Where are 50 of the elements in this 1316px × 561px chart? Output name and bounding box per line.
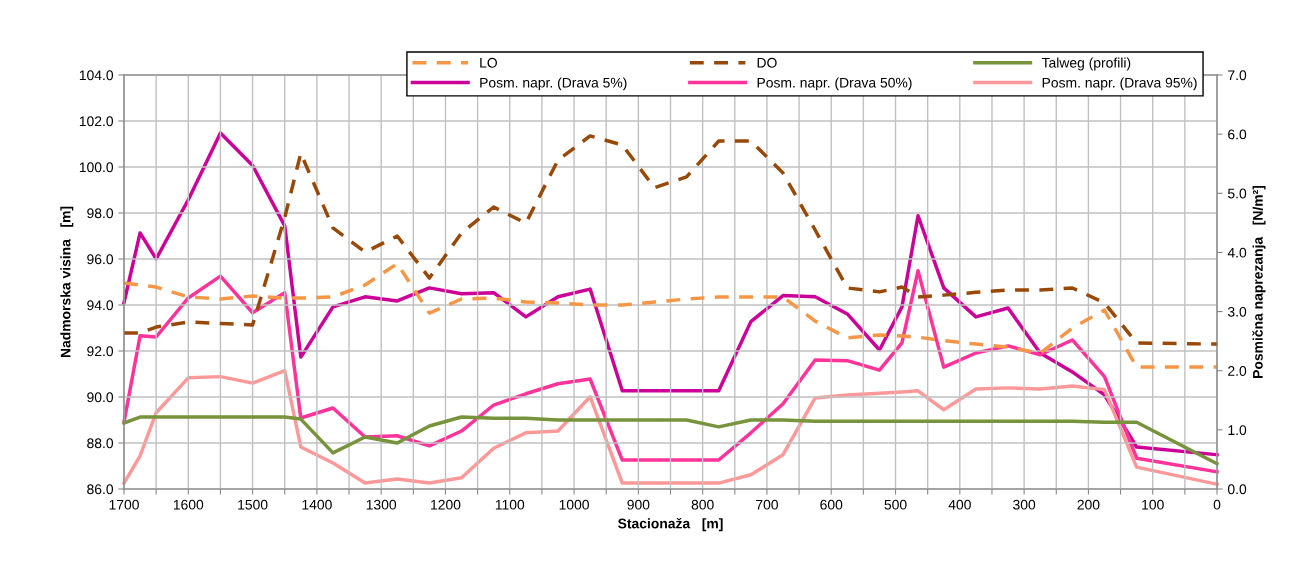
line-series xyxy=(122,269,1219,474)
x-tick-label: 1100 xyxy=(495,499,525,510)
y-tick-label: 94.0 xyxy=(87,300,114,311)
x-tick-label: 700 xyxy=(756,499,778,510)
legend-label: DO xyxy=(757,57,777,68)
x-tick-label: 400 xyxy=(948,499,971,510)
y-tick-label: 98.0 xyxy=(87,208,114,219)
line-series xyxy=(122,261,1219,369)
x-tick-label: 800 xyxy=(691,499,714,510)
x-tick-label: 500 xyxy=(884,499,907,510)
line-series xyxy=(122,415,1219,466)
y2-tick-label: 2.0 xyxy=(1228,366,1247,376)
x-tick-label: 0 xyxy=(1213,499,1221,510)
line-series xyxy=(122,134,1219,346)
y2-tick-label: 1.0 xyxy=(1228,425,1247,436)
legend-label: Posm. napr. (Drava 50%) xyxy=(757,77,912,91)
x-tick-label: 1200 xyxy=(431,499,461,510)
y2-tick-label: 7.0 xyxy=(1228,70,1247,81)
y2-tick-label: 0.0 xyxy=(1227,484,1247,495)
y-tick-label: 86.0 xyxy=(87,484,114,495)
y-tick-label: 102.0 xyxy=(79,116,114,127)
legend-label: Posm. napr. (Drava 5%) xyxy=(480,77,627,91)
x-tick-label: 1400 xyxy=(302,499,332,510)
y2-tick-label: 4.0 xyxy=(1227,247,1247,258)
x-tick-label: 300 xyxy=(1013,499,1036,510)
legend-label: LO xyxy=(480,57,497,68)
x-tick-label: 1500 xyxy=(238,499,268,510)
x-tick-label: 100 xyxy=(1142,499,1164,510)
x-tick-label: 200 xyxy=(1077,499,1100,510)
y2-tick-label: 6.0 xyxy=(1228,129,1247,140)
y-tick-label: 100.0 xyxy=(79,162,114,173)
x-tick-label: 1600 xyxy=(173,499,204,510)
y2-tick-label: 5.0 xyxy=(1227,188,1247,199)
y-tick-label: 96.0 xyxy=(87,254,114,265)
x-tick-label: 900 xyxy=(627,499,650,510)
y-tick-label: 88.0 xyxy=(87,438,114,449)
x-tick-label: 1300 xyxy=(366,499,397,510)
y-axis-title: Nadmorska visina [m] xyxy=(60,206,74,358)
x-tick-label: 600 xyxy=(820,499,843,510)
y-tick-label: 90.0 xyxy=(87,392,114,403)
y2-tick-label: 3.0 xyxy=(1227,306,1247,317)
y2-axis-title: Posmična naprezanja [N/m²] xyxy=(1252,185,1266,378)
y-tick-label: 92.0 xyxy=(87,346,114,357)
legend-label: Posm. napr. (Drava 95%) xyxy=(1042,77,1197,91)
legend-label: Talweg (profili) xyxy=(1041,57,1131,71)
y-tick-label: 104.0 xyxy=(79,70,114,81)
x-axis-title: Stacionaža [m] xyxy=(618,517,723,532)
x-tick-label: 1000 xyxy=(559,499,589,510)
line-series xyxy=(122,131,1219,457)
x-tick-label: 1700 xyxy=(109,499,139,510)
